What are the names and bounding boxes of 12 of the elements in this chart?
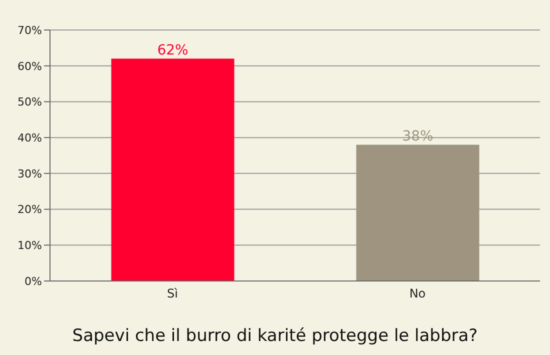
y-tick-label: 50% xyxy=(18,96,42,109)
y-tick-label: 40% xyxy=(18,131,42,144)
y-tick-label: 60% xyxy=(18,60,42,73)
text: Sapevi che il burro di karité protegge le labbra? xyxy=(71,326,479,346)
y-tick-label: 70% xyxy=(18,24,42,37)
data-label: 62% xyxy=(157,42,188,59)
x-tick-label: No xyxy=(409,286,426,301)
x-tick-label: Sì xyxy=(167,286,178,301)
y-tick-label: 10% xyxy=(18,239,42,252)
y-tick-label: 0% xyxy=(24,274,42,288)
y-tick-label: 20% xyxy=(18,203,42,216)
y-tick-label: 30% xyxy=(18,167,42,180)
